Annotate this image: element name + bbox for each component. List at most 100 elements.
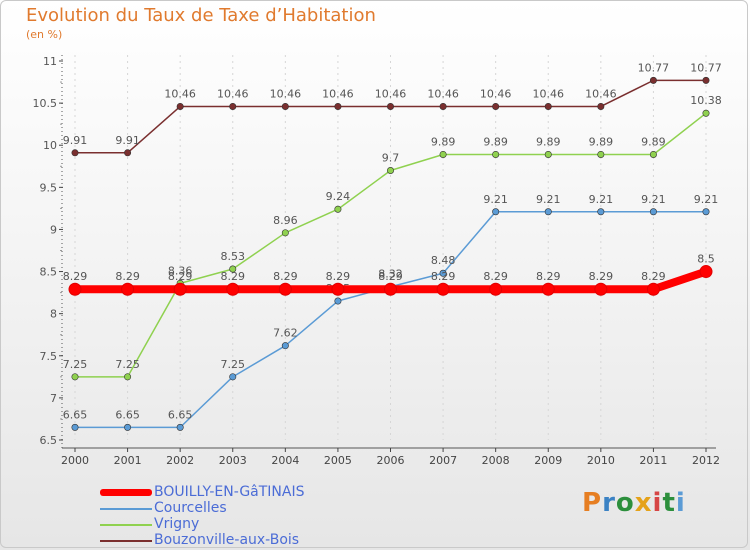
data-point: [229, 102, 237, 110]
data-point: [278, 282, 292, 296]
data-point: [649, 208, 657, 216]
legend-label: Courcelles: [154, 500, 227, 516]
legend-swatch: [100, 524, 152, 526]
data-label: 8.29: [326, 270, 351, 283]
data-point: [124, 149, 132, 157]
legend-label: Vrigny: [154, 516, 200, 532]
data-label: 10.46: [585, 87, 617, 100]
data-label: 6.65: [168, 408, 193, 421]
legend-label: BOUILLY-EN-GâTINAIS: [154, 484, 305, 500]
data-label: 9.91: [63, 134, 88, 147]
data-point: [68, 282, 82, 296]
data-point: [173, 282, 187, 296]
data-point: [176, 102, 184, 110]
data-label: 9.21: [536, 193, 561, 206]
x-tick-label: 2001: [114, 454, 142, 467]
data-point: [124, 423, 132, 431]
data-point: [594, 282, 608, 296]
data-label: 8.96: [273, 214, 298, 227]
data-point: [71, 149, 79, 157]
data-point: [544, 208, 552, 216]
data-point: [597, 102, 605, 110]
x-tick-label: 2007: [429, 454, 457, 467]
logo-letter: o: [615, 488, 635, 518]
data-point: [492, 102, 500, 110]
y-tick-label: 7: [50, 392, 57, 405]
data-point: [331, 282, 345, 296]
logo-letter: t: [662, 488, 676, 518]
data-label: 9.21: [589, 193, 614, 206]
legend-label: Bouzonville-aux-Bois: [154, 532, 300, 548]
line-chart: 6.5 7 7.5 8 8.5 9 9.5 10 10.5 11 2000 2001 2002 2003 2…: [33, 55, 722, 467]
data-label: 10.46: [217, 87, 249, 100]
data-label: 9.24: [326, 190, 351, 203]
data-point: [702, 208, 710, 216]
proxiti-logo: Proxiti: [582, 488, 686, 518]
y-tick-label: 9: [50, 223, 57, 236]
logo-letter: i: [675, 488, 686, 518]
legend-swatch: [100, 489, 152, 496]
chart-subtitle: (en %): [26, 28, 63, 41]
data-point: [439, 150, 447, 158]
data-label: 10.46: [322, 87, 354, 100]
data-point: [226, 282, 240, 296]
legend-item: Bouzonville-aux-Bois: [100, 532, 400, 548]
x-tick-label: 2000: [61, 454, 89, 467]
data-point: [699, 265, 713, 279]
data-label: 10.46: [533, 87, 565, 100]
data-point: [436, 282, 450, 296]
data-point: [597, 208, 605, 216]
data-point: [334, 102, 342, 110]
x-tick-label: 2003: [219, 454, 247, 467]
logo-letter: i: [652, 488, 663, 518]
data-label: 9.89: [431, 135, 456, 148]
data-label: 6.65: [115, 408, 140, 421]
y-tick-label: 6.5: [40, 434, 58, 447]
data-point: [489, 282, 503, 296]
x-tick-label: 2005: [324, 454, 352, 467]
data-point: [439, 269, 447, 277]
data-label: 10.46: [375, 87, 407, 100]
data-label: 10.38: [690, 94, 722, 107]
data-point: [334, 205, 342, 213]
data-label: 9.21: [483, 193, 508, 206]
data-label: 8.29: [483, 270, 508, 283]
data-label: 8.29: [221, 270, 246, 283]
data-point: [702, 109, 710, 117]
data-point: [439, 102, 447, 110]
data-label: 8.29: [115, 270, 140, 283]
x-tick-label: 2012: [692, 454, 720, 467]
data-point: [124, 373, 132, 381]
data-label: 8.29: [589, 270, 614, 283]
data-label: 9.7: [382, 151, 400, 164]
legend: BOUILLY-EN-GâTINAIS Courcelles Vrigny Bo…: [100, 484, 400, 548]
data-label: 8.48: [431, 254, 456, 267]
chart-title: Evolution du Taux de Taxe d’Habitation: [26, 5, 376, 26]
data-label: 9.21: [641, 193, 666, 206]
data-label: 7.25: [63, 358, 88, 371]
legend-item: Vrigny: [100, 516, 400, 532]
data-label: 8.53: [221, 250, 246, 263]
y-tick-label: 11: [43, 55, 57, 68]
data-point: [646, 282, 660, 296]
data-label: 7.25: [221, 358, 246, 371]
data-label: 9.89: [641, 135, 666, 148]
x-tick-label: 2004: [271, 454, 299, 467]
data-point: [334, 297, 342, 305]
data-point: [176, 423, 184, 431]
x-tick-label: 2010: [587, 454, 615, 467]
x-tick-label: 2011: [639, 454, 667, 467]
data-label: 8.32: [378, 268, 403, 281]
data-label: 8.29: [431, 270, 456, 283]
y-tick-label: 9.5: [40, 181, 58, 194]
data-label: 9.21: [694, 193, 719, 206]
data-point: [544, 150, 552, 158]
x-tick-label: 2002: [166, 454, 194, 467]
y-tick-label: 8: [50, 308, 57, 321]
y-tick-label: 7.5: [40, 350, 58, 363]
data-point: [281, 102, 289, 110]
data-label: 8.29: [273, 270, 298, 283]
y-tick-label: 10.5: [33, 97, 58, 110]
data-label: 10.46: [164, 87, 196, 100]
x-tick-label: 2009: [534, 454, 562, 467]
